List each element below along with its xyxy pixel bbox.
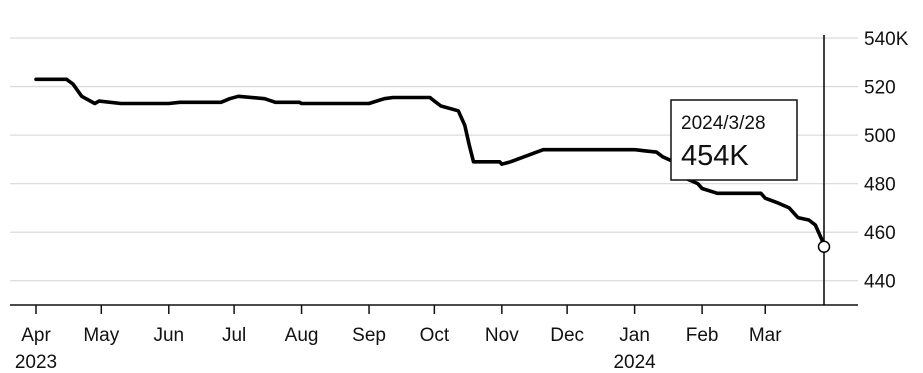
y-tick-label: 480: [864, 175, 896, 196]
x-year-label: 2023: [15, 352, 57, 373]
series-line-0: [34, 77, 826, 249]
callout-box: [670, 99, 798, 181]
callout-value: 454K: [681, 140, 749, 172]
x-tick-label: Jul: [222, 325, 246, 346]
x-tick-label: Aug: [285, 325, 319, 346]
gridlines: [10, 37, 858, 282]
value-callout: 2024/3/28 454K: [670, 99, 798, 181]
y-tick-label: 520: [864, 78, 896, 99]
y-tick-label: 440: [864, 272, 896, 293]
y-tick-label: 460: [864, 223, 896, 244]
x-tick-label: Jan: [619, 325, 650, 346]
x-tick-label: Mar: [749, 325, 782, 346]
x-tick-label: Feb: [686, 325, 719, 346]
x-tick-label: Apr: [21, 325, 51, 346]
x-tick-label: Dec: [550, 325, 584, 346]
y-tick-label: 540K: [864, 29, 909, 50]
x-tick-label: Nov: [485, 325, 519, 346]
x-tick-label: Sep: [352, 325, 386, 346]
hover-annotation: 2024/3/28 454K: [670, 35, 831, 305]
end-point-marker[interactable]: [817, 240, 831, 253]
callout-date: 2024/3/28: [681, 113, 766, 134]
x-tick-label: Oct: [420, 325, 450, 346]
x-axis: Apr 2023 May Jun Jul Aug Sep Oct Nov Dec Jan 2024 Fe…: [10, 304, 858, 373]
x-tick-label: May: [83, 325, 119, 346]
y-axis: 540K 520 500 480 460 440: [864, 29, 909, 293]
y-tick-label: 500: [864, 126, 896, 147]
x-year-label: 2024: [613, 352, 656, 373]
series-group: [34, 77, 826, 249]
x-tick-label: Jun: [153, 325, 184, 346]
